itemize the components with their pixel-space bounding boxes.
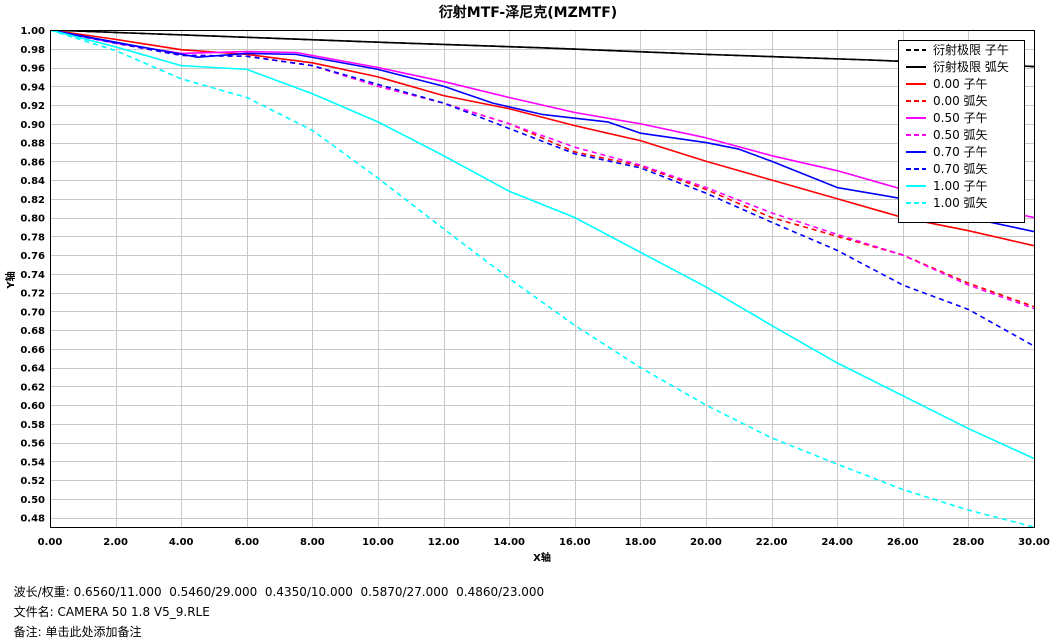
- y-tick-label: 0.64: [20, 364, 45, 375]
- series-line-1: [50, 30, 1034, 68]
- y-tick-label: 0.68: [20, 326, 45, 337]
- mtf-chart: 衍射MTF-泽尼克(MZMTF) 0.00 2.00 4.00 6.00 8.00 10.…: [4, 4, 1050, 564]
- series-line-6: [50, 30, 1034, 233]
- x-axis-ticks: 0.00 2.00 4.00 6.00 8.00 10.00 12.00 14.00 16.00…: [38, 537, 1050, 548]
- x-tick-label: 4.00: [169, 537, 194, 548]
- plot-frame: [50, 30, 1035, 528]
- footer-filename: 文件名: CAMERA 50 1.8 V5_9.RLE: [6, 589, 210, 620]
- legend-label-3: 0.00 弧矢: [933, 94, 988, 108]
- y-tick-label: 0.48: [20, 514, 45, 525]
- y-tick-label: 0.74: [20, 270, 45, 281]
- chart-title: 衍射MTF-泽尼克(MZMTF): [438, 4, 617, 21]
- y-tick-label: 0.80: [20, 214, 45, 225]
- wavelength-label: 波长/权重:: [13, 585, 70, 599]
- y-tick-label: 0.90: [20, 120, 45, 131]
- x-tick-label: 22.00: [756, 537, 788, 548]
- y-tick-label: 0.82: [20, 195, 45, 206]
- chart-grid: [50, 30, 1035, 527]
- y-tick-label: 0.54: [20, 457, 45, 468]
- legend-label-4: 0.50 子午: [933, 111, 988, 125]
- footer-note[interactable]: 备注: 单击此处添加备注: [6, 609, 142, 640]
- y-tick-label: 0.66: [20, 345, 45, 356]
- y-tick-label: 0.60: [20, 401, 45, 412]
- filename-label: 文件名:: [13, 605, 54, 619]
- series-line-9: [50, 30, 1034, 527]
- y-tick-label: 0.98: [20, 45, 45, 56]
- y-tick-label: 0.94: [20, 82, 45, 93]
- y-tick-label: 0.58: [20, 420, 45, 431]
- y-axis-ticks: 1.00 0.98 0.96 0.94 0.92 0.90 0.88 0.86 0.84 0.82…: [20, 26, 45, 525]
- x-tick-label: 12.00: [428, 537, 460, 548]
- y-tick-label: 0.52: [20, 476, 45, 487]
- y-tick-label: 0.92: [20, 101, 45, 112]
- y-tick-label: 0.70: [20, 307, 45, 318]
- x-tick-label: 16.00: [559, 537, 591, 548]
- y-tick-label: 0.96: [20, 64, 45, 75]
- series-line-5: [50, 30, 1034, 310]
- x-axis-label: X轴: [533, 551, 551, 564]
- legend-box: [898, 40, 1025, 223]
- x-tick-label: 24.00: [821, 537, 853, 548]
- x-tick-label: 30.00: [1018, 537, 1050, 548]
- y-tick-label: 0.50: [20, 495, 45, 506]
- x-tick-label: 26.00: [887, 537, 919, 548]
- x-tick-label: 28.00: [953, 537, 985, 548]
- x-tick-label: 20.00: [690, 537, 722, 548]
- x-tick-label: 8.00: [300, 537, 325, 548]
- x-tick-label: 2.00: [103, 537, 128, 548]
- y-tick-label: 0.76: [20, 251, 45, 262]
- x-tick-label: 18.00: [625, 537, 657, 548]
- legend-label-9: 1.00 弧矢: [933, 196, 988, 210]
- legend-label-0: 衍射极限 子午: [933, 42, 1009, 57]
- legend-label-2: 0.00 子午: [933, 77, 988, 91]
- note-value[interactable]: 单击此处添加备注: [45, 625, 142, 639]
- legend-label-1: 衍射极限 弧矢: [933, 59, 1009, 74]
- y-tick-label: 0.72: [20, 289, 45, 300]
- legend-label-7: 0.70 弧矢: [933, 162, 988, 176]
- x-tick-label: 0.00: [38, 537, 63, 548]
- y-tick-label: 0.86: [20, 157, 45, 168]
- y-tick-label: 0.84: [20, 176, 45, 187]
- footer-wavelength: 波长/权重: 0.6560/11.000 0.5460/29.000 0.435…: [6, 569, 545, 600]
- y-tick-label: 0.88: [20, 139, 45, 150]
- y-tick-label: 0.62: [20, 382, 45, 393]
- y-tick-label: 0.78: [20, 232, 45, 243]
- series-line-3: [50, 30, 1034, 308]
- series-line-7: [50, 30, 1034, 347]
- x-tick-label: 14.00: [493, 537, 525, 548]
- legend-label-5: 0.50 弧矢: [933, 128, 988, 142]
- x-tick-label: 6.00: [234, 537, 259, 548]
- legend-label-6: 0.70 子午: [933, 145, 988, 159]
- series-line-4: [50, 30, 1034, 219]
- y-axis-label: Y轴: [4, 271, 17, 289]
- y-tick-label: 1.00: [20, 26, 45, 37]
- legend-label-8: 1.00 子午: [933, 179, 988, 193]
- wavelength-values: 0.6560/11.000 0.5460/29.000 0.4350/10.00…: [73, 585, 545, 599]
- chart-series: [50, 30, 1034, 527]
- y-tick-label: 0.56: [20, 439, 45, 450]
- series-line-8: [50, 30, 1034, 460]
- filename-value: CAMERA 50 1.8 V5_9.RLE: [57, 605, 210, 619]
- x-tick-label: 10.00: [362, 537, 394, 548]
- note-label: 备注:: [13, 625, 42, 639]
